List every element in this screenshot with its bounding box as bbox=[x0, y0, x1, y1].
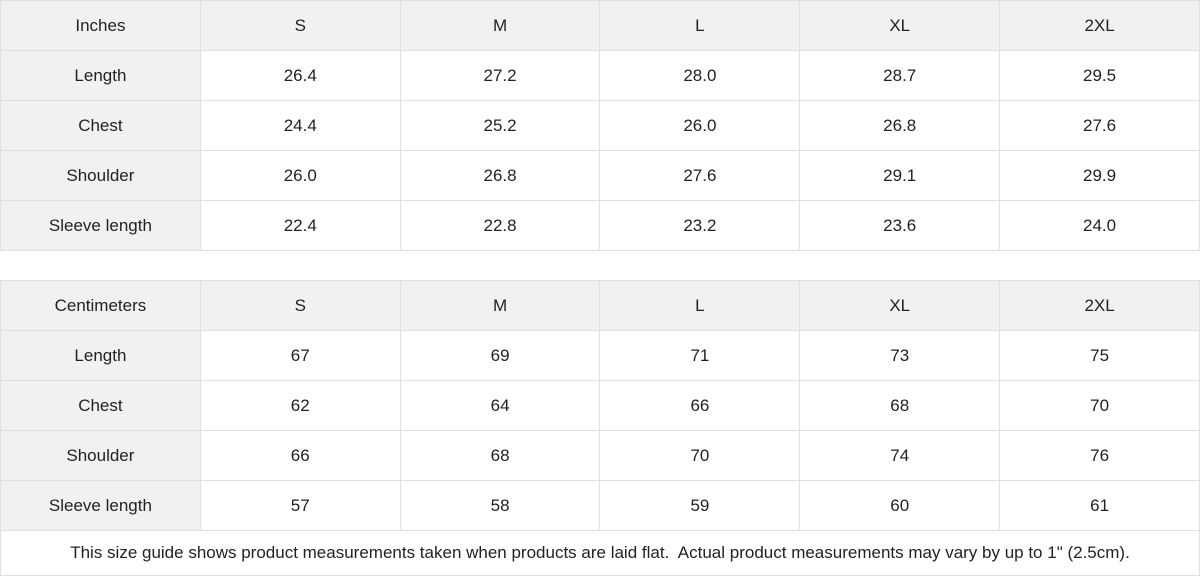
inches-measurement-label-cell: Sleeve length bbox=[0, 200, 201, 251]
inches-measurement-row: Chest 24.4 25.2 26.0 26.8 27.6 bbox=[0, 100, 1200, 151]
inches-size-table: Inches S M L XL 2XL Length 26.4 27.2 28.0 28.7 29.5… bbox=[0, 0, 1200, 251]
centimeters-measurement-row: Shoulder 66 68 70 74 76 bbox=[0, 430, 1200, 481]
inches-header-row: Inches S M L XL 2XL bbox=[0, 0, 1200, 51]
inches-measurement-value-cell: 28.7 bbox=[799, 50, 1001, 101]
centimeters-size-table: Centimeters S M L XL 2XL Length 67 69 71 73 75 Chest… bbox=[0, 280, 1200, 531]
centimeters-measurement-row: Length 67 69 71 73 75 bbox=[0, 330, 1200, 381]
inches-measurement-value-cell: 26.8 bbox=[799, 100, 1001, 151]
centimeters-measurement-label-cell: Chest bbox=[0, 380, 201, 431]
inches-measurement-value-cell: 22.8 bbox=[399, 200, 601, 251]
centimeters-header-row: Centimeters S M L XL 2XL bbox=[0, 280, 1200, 331]
inches-measurement-value-cell: 24.0 bbox=[999, 200, 1200, 251]
centimeters-measurement-value-cell: 68 bbox=[799, 380, 1001, 431]
inches-measurement-value-cell: 29.5 bbox=[999, 50, 1200, 101]
inches-measurement-value-cell: 23.2 bbox=[599, 200, 801, 251]
centimeters-size-column-header: L bbox=[599, 280, 801, 331]
centimeters-measurement-value-cell: 74 bbox=[799, 430, 1001, 481]
inches-measurement-value-cell: 27.6 bbox=[999, 100, 1200, 151]
centimeters-measurement-value-cell: 70 bbox=[599, 430, 801, 481]
centimeters-size-column-header: S bbox=[199, 280, 401, 331]
centimeters-measurement-row: Sleeve length 57 58 59 60 61 bbox=[0, 480, 1200, 531]
centimeters-measurement-value-cell: 59 bbox=[599, 480, 801, 531]
centimeters-size-column-header: XL bbox=[799, 280, 1001, 331]
centimeters-measurement-row: Chest 62 64 66 68 70 bbox=[0, 380, 1200, 431]
centimeters-measurement-value-cell: 68 bbox=[399, 430, 601, 481]
centimeters-measurement-value-cell: 75 bbox=[999, 330, 1200, 381]
centimeters-measurement-value-cell: 64 bbox=[399, 380, 601, 431]
inches-measurement-value-cell: 28.0 bbox=[599, 50, 801, 101]
inches-measurement-value-cell: 29.1 bbox=[799, 150, 1001, 201]
inches-measurement-value-cell: 26.8 bbox=[399, 150, 601, 201]
table-gap bbox=[0, 251, 1200, 280]
centimeters-measurement-value-cell: 62 bbox=[199, 380, 401, 431]
centimeters-measurement-value-cell: 76 bbox=[999, 430, 1200, 481]
inches-measurement-value-cell: 23.6 bbox=[799, 200, 1001, 251]
centimeters-measurement-label-cell: Length bbox=[0, 330, 201, 381]
inches-unit-label-cell: Inches bbox=[0, 0, 201, 51]
centimeters-measurement-value-cell: 69 bbox=[399, 330, 601, 381]
centimeters-measurement-value-cell: 58 bbox=[399, 480, 601, 531]
inches-measurement-row: Shoulder 26.0 26.8 27.6 29.1 29.9 bbox=[0, 150, 1200, 201]
inches-measurement-row: Sleeve length 22.4 22.8 23.2 23.6 24.0 bbox=[0, 200, 1200, 251]
inches-measurement-label-cell: Shoulder bbox=[0, 150, 201, 201]
inches-size-column-header: 2XL bbox=[999, 0, 1200, 51]
centimeters-measurement-value-cell: 70 bbox=[999, 380, 1200, 431]
centimeters-measurement-label-cell: Shoulder bbox=[0, 430, 201, 481]
size-guide-footnote: This size guide shows product measuremen… bbox=[0, 531, 1200, 576]
centimeters-size-column-header: M bbox=[399, 280, 601, 331]
inches-measurement-row: Length 26.4 27.2 28.0 28.7 29.5 bbox=[0, 50, 1200, 101]
centimeters-measurement-value-cell: 73 bbox=[799, 330, 1001, 381]
inches-size-column-header: L bbox=[599, 0, 801, 51]
centimeters-unit-label-cell: Centimeters bbox=[0, 280, 201, 331]
inches-measurement-label-cell: Length bbox=[0, 50, 201, 101]
inches-measurement-value-cell: 27.6 bbox=[599, 150, 801, 201]
inches-size-column-header: S bbox=[199, 0, 401, 51]
inches-measurement-value-cell: 22.4 bbox=[199, 200, 401, 251]
inches-measurement-value-cell: 26.0 bbox=[599, 100, 801, 151]
centimeters-measurement-value-cell: 66 bbox=[599, 380, 801, 431]
centimeters-measurement-value-cell: 60 bbox=[799, 480, 1001, 531]
centimeters-size-column-header: 2XL bbox=[999, 280, 1200, 331]
inches-measurement-value-cell: 27.2 bbox=[399, 50, 601, 101]
centimeters-measurement-value-cell: 61 bbox=[999, 480, 1200, 531]
centimeters-measurement-value-cell: 71 bbox=[599, 330, 801, 381]
inches-measurement-value-cell: 25.2 bbox=[399, 100, 601, 151]
centimeters-measurement-value-cell: 67 bbox=[199, 330, 401, 381]
centimeters-measurement-label-cell: Sleeve length bbox=[0, 480, 201, 531]
inches-measurement-value-cell: 29.9 bbox=[999, 150, 1200, 201]
inches-measurement-value-cell: 26.0 bbox=[199, 150, 401, 201]
inches-measurement-label-cell: Chest bbox=[0, 100, 201, 151]
centimeters-measurement-value-cell: 66 bbox=[199, 430, 401, 481]
inches-size-column-header: M bbox=[399, 0, 601, 51]
inches-size-column-header: XL bbox=[799, 0, 1001, 51]
centimeters-measurement-value-cell: 57 bbox=[199, 480, 401, 531]
inches-measurement-value-cell: 26.4 bbox=[199, 50, 401, 101]
inches-measurement-value-cell: 24.4 bbox=[199, 100, 401, 151]
